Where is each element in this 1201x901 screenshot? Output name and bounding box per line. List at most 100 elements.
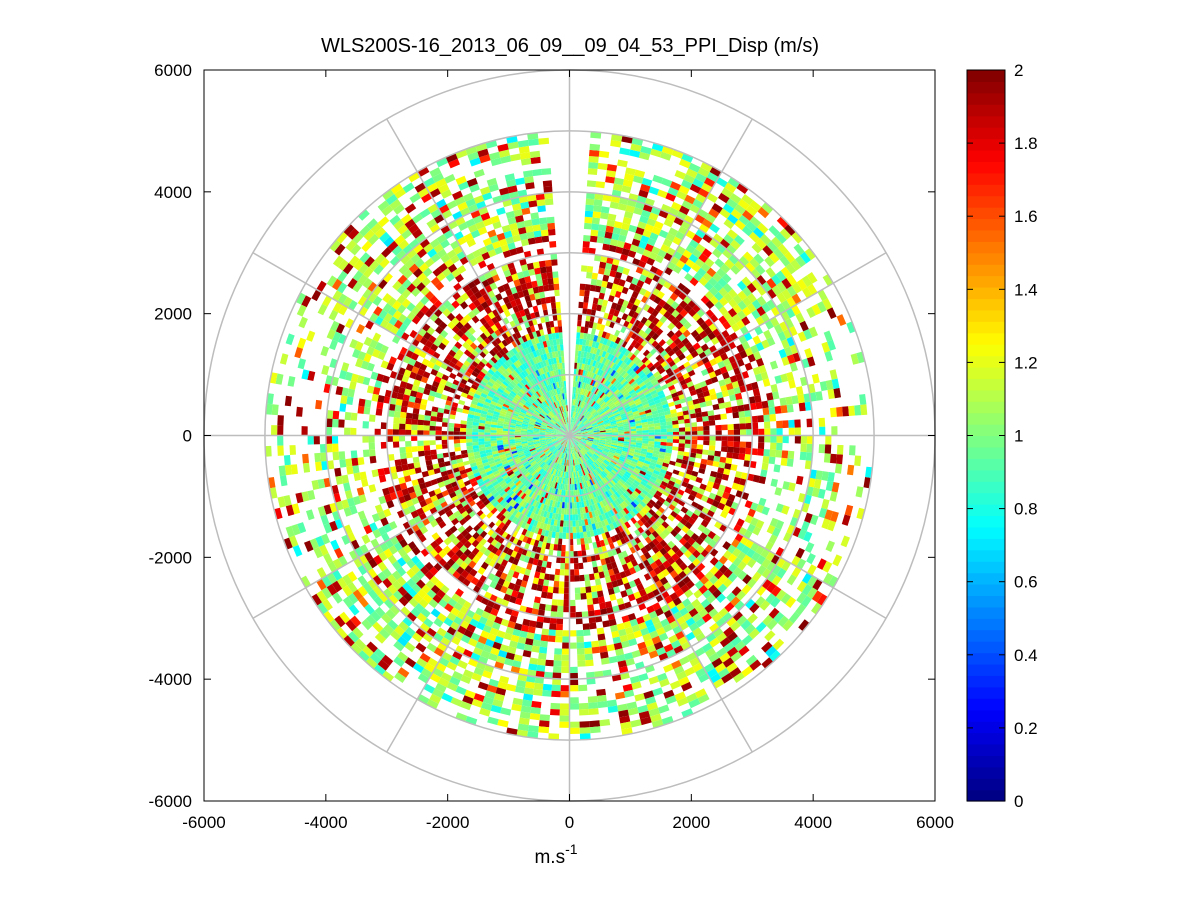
data-cell: [495, 344, 502, 352]
data-cell: [465, 338, 474, 346]
data-cell: [430, 608, 441, 618]
data-cell: [658, 415, 666, 420]
data-cell: [500, 304, 509, 312]
data-cell: [575, 344, 580, 351]
data-cell: [511, 452, 518, 457]
data-cell: [549, 445, 555, 450]
data-cell: [476, 402, 484, 408]
data-cell: [822, 274, 834, 287]
data-cell: [590, 309, 597, 317]
data-cell: [597, 230, 606, 238]
data-cell: [570, 423, 572, 430]
data-cell: [591, 422, 598, 426]
data-cell: [533, 441, 540, 445]
data-cell: [505, 351, 513, 359]
data-cell: [603, 419, 610, 423]
data-cell: [573, 418, 577, 425]
data-cell: [512, 571, 520, 579]
data-cell: [561, 399, 565, 406]
data-cell: [601, 386, 607, 393]
data-cell: [477, 566, 486, 575]
data-cell: [673, 337, 682, 346]
data-cell: [429, 440, 436, 446]
data-cell: [505, 588, 514, 596]
data-cell: [554, 574, 560, 582]
data-cell: [542, 585, 549, 593]
data-cell: [561, 508, 565, 515]
data-cell: [486, 483, 494, 490]
data-cell: [435, 516, 444, 525]
data-cell: [448, 513, 457, 522]
data-cell: [772, 391, 780, 400]
data-cell: [291, 524, 301, 536]
data-cell: [338, 419, 345, 428]
data-cell: [551, 429, 558, 433]
data-cell: [475, 220, 486, 230]
data-cell: [583, 410, 589, 417]
data-cell: [485, 449, 492, 454]
data-cell: [670, 333, 679, 342]
data-cell: [541, 516, 546, 524]
data-cell: [599, 337, 605, 344]
data-cell: [284, 395, 292, 407]
data-cell: [514, 496, 521, 503]
data-cell: [584, 320, 590, 328]
data-cell: [573, 426, 579, 432]
data-cell: [616, 392, 623, 398]
data-cell: [532, 331, 538, 339]
data-cell: [567, 417, 569, 424]
data-cell: [527, 669, 537, 677]
data-cell: [544, 372, 549, 379]
data-cell: [523, 347, 530, 355]
data-cell: [552, 525, 557, 532]
data-cell: [634, 358, 642, 366]
data-cell: [514, 622, 523, 631]
data-cell: [421, 504, 430, 513]
data-cell: [534, 356, 540, 364]
data-cell: [423, 243, 434, 254]
data-cell: [609, 270, 617, 278]
data-cell: [536, 467, 543, 473]
data-cell: [577, 356, 581, 364]
data-cell: [537, 285, 545, 293]
data-cell: [561, 426, 566, 432]
data-cell: [526, 400, 533, 406]
data-cell: [466, 428, 473, 433]
data-cell: [458, 507, 466, 515]
data-cell: [437, 642, 448, 652]
data-cell: [317, 506, 327, 517]
data-cell: [316, 280, 327, 293]
data-cell: [689, 277, 699, 287]
data-cell: [524, 333, 531, 341]
data-cell: [596, 336, 602, 343]
data-cell: [751, 422, 759, 430]
data-cell: [497, 681, 508, 690]
data-cell: [562, 446, 565, 453]
data-cell: [555, 369, 559, 376]
data-cell: [517, 519, 524, 527]
data-cell: [550, 396, 555, 403]
data-cell: [373, 596, 384, 607]
data-cell: [511, 347, 518, 355]
data-cell: [709, 358, 718, 367]
data-cell: [615, 401, 622, 407]
data-cell: [563, 514, 567, 521]
data-cell: [574, 381, 578, 388]
data-cell: [323, 523, 333, 534]
data-cell: [532, 357, 538, 365]
data-cell: [593, 432, 600, 434]
data-cell: [510, 416, 518, 421]
data-cell: [615, 351, 622, 358]
data-cell: [544, 498, 549, 505]
data-cell: [396, 294, 407, 305]
data-cell: [419, 622, 430, 633]
data-cell: [533, 430, 540, 433]
data-cell: [701, 385, 709, 393]
data-cell: [534, 377, 539, 384]
data-cell: [492, 308, 500, 317]
data-cell: [548, 412, 554, 418]
data-cell: [537, 559, 543, 567]
data-cell: [535, 298, 542, 306]
data-cell: [393, 203, 405, 215]
data-cell: [453, 393, 461, 400]
